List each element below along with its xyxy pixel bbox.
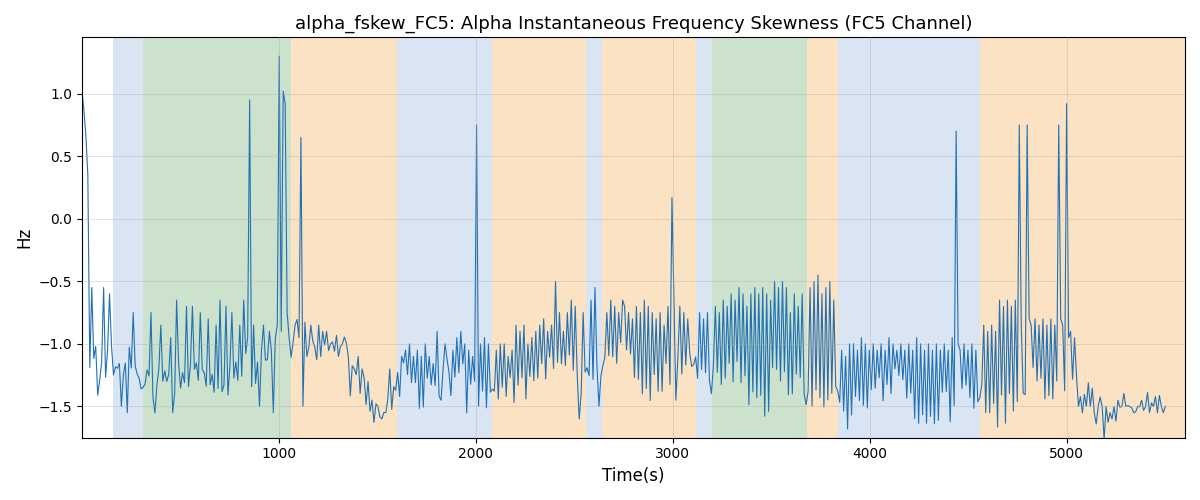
Bar (586, 38, 602, 438)
Title: alpha_fskew_FC5: Alpha Instantaneous Frequency Skewness (FC5 Channel): alpha_fskew_FC5: Alpha Instantaneous Fre… (295, 15, 972, 34)
Bar (492, 38, 586, 438)
Bar (114, 38, 143, 438)
Bar (806, 38, 839, 438)
Bar (143, 38, 290, 438)
Bar (397, 38, 492, 438)
Bar (980, 38, 1091, 438)
Y-axis label: Hz: Hz (14, 227, 32, 248)
Bar (290, 38, 397, 438)
Bar (839, 38, 980, 438)
Bar (696, 38, 713, 438)
X-axis label: Time(s): Time(s) (602, 467, 665, 485)
Bar (602, 38, 696, 438)
Bar (713, 38, 806, 438)
Bar (1091, 38, 1186, 438)
